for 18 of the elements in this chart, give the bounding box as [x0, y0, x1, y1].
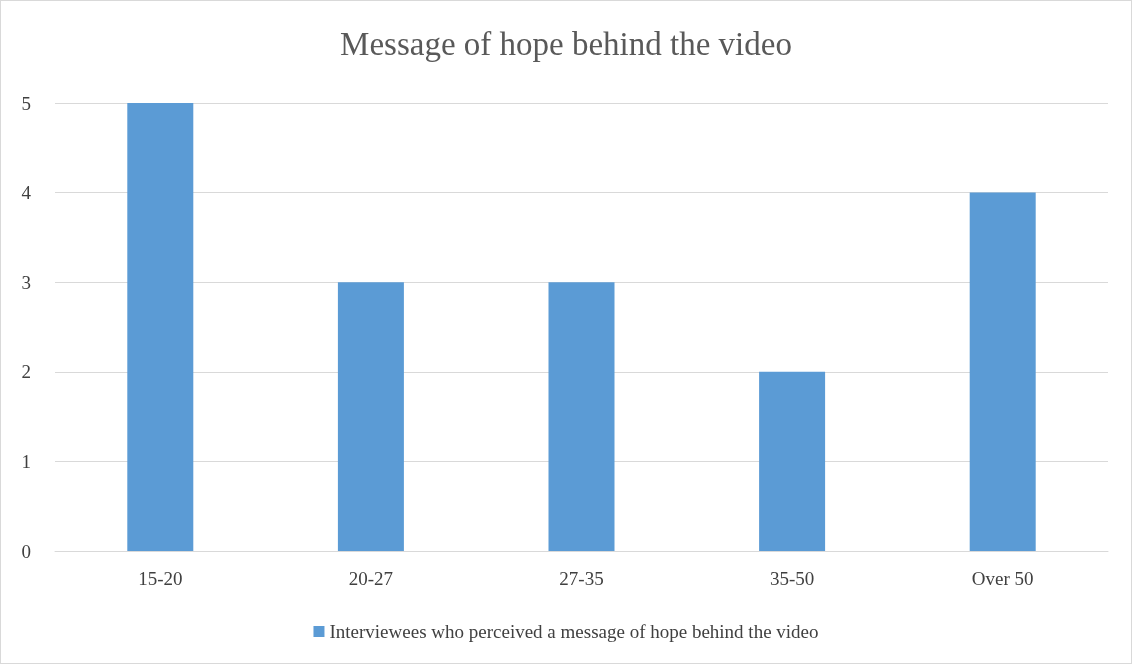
x-tick-label: 27-35 [559, 568, 604, 589]
y-tick-label: 3 [21, 271, 31, 293]
bar [127, 103, 194, 551]
y-tick-label: 0 [21, 540, 31, 562]
bar [337, 282, 404, 551]
bar [759, 371, 826, 551]
y-tick-label: 2 [21, 361, 31, 383]
y-tick-label: 5 [21, 92, 31, 114]
x-tick-label: Over 50 [971, 568, 1034, 589]
y-tick-label: 4 [21, 182, 32, 204]
x-tick-label: 15-20 [138, 568, 183, 589]
chart-title: Message of hope behind the video [340, 25, 792, 62]
x-tick-label: 35-50 [769, 568, 815, 589]
legend-label: Interviewees who perceived a message of hope behind the video [329, 621, 819, 642]
bar [969, 192, 1036, 551]
bar [548, 282, 615, 551]
y-tick-label: 1 [21, 450, 31, 472]
x-tick-label: 20-27 [348, 568, 394, 589]
